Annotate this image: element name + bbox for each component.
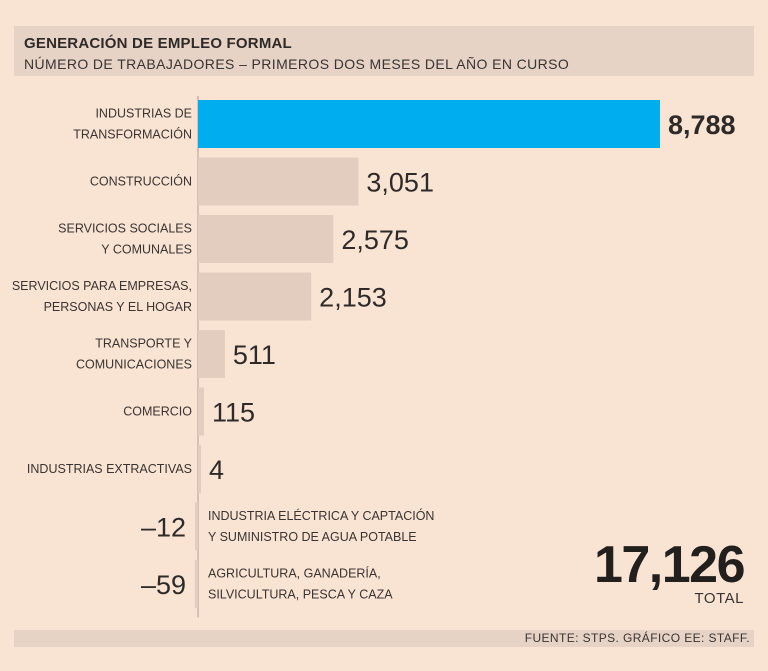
category-label-8: AGRICULTURA, GANADERÍA, SILVICULTURA, PES…: [208, 566, 393, 602]
category-label-5: COMERCIO: [123, 405, 192, 419]
bar-5: [198, 387, 205, 436]
category-label-line: TRANSPORTE Y: [95, 337, 192, 351]
category-label-line: INDUSTRIA ELÉCTRICA Y CAPTACIÓN: [208, 508, 434, 523]
value-label-8: –59: [141, 570, 186, 600]
bar-3: [198, 272, 312, 321]
bar-6: [198, 445, 201, 493]
chart-subtitle: NÚMERO DE TRABAJADORES – PRIMEROS DOS ME…: [24, 56, 570, 72]
category-label-line: SERVICIOS SOCIALES: [58, 222, 192, 236]
category-label-1: CONSTRUCCIÓN: [90, 174, 192, 189]
category-label-line: SERVICIOS PARA EMPRESAS,: [12, 279, 192, 293]
category-label-0: INDUSTRIAS DE TRANSFORMACIÓN: [73, 107, 192, 142]
chart-header: GENERACIÓN DE EMPLEO FORMAL NÚMERO DE TR…: [14, 26, 754, 76]
value-label-6: 4: [209, 455, 224, 485]
bar-0: [198, 100, 660, 148]
value-label-5: 115: [212, 398, 255, 428]
category-label-line: COMERCIO: [123, 405, 192, 419]
category-label-7: INDUSTRIA ELÉCTRICA Y CAPTACIÓN Y SUMINIS…: [208, 508, 434, 544]
category-label-line: Y COMUNALES: [101, 243, 192, 257]
category-label-line: COMUNICACIONES: [76, 358, 192, 372]
category-label-line: PERSONAS Y EL HOGAR: [44, 300, 192, 314]
value-label-0: 8,788: [668, 110, 736, 140]
category-label-line: TRANSFORMACIÓN: [73, 127, 192, 142]
bar-8: [194, 560, 198, 608]
value-label-4: 511: [233, 340, 276, 370]
category-label-line: INDUSTRIAS DE: [95, 107, 192, 121]
category-label-line: Y SUMINISTRO DE AGUA POTABLE: [208, 530, 417, 544]
category-label-line: AGRICULTURA, GANADERÍA,: [208, 566, 381, 581]
value-label-1: 3,051: [366, 168, 434, 198]
value-label-7: –12: [141, 513, 186, 543]
bar-2: [198, 215, 334, 263]
value-label-3: 2,153: [319, 283, 387, 313]
total-value: 17,126: [593, 536, 746, 594]
category-label-line: SILVICULTURA, PESCA Y CAZA: [208, 588, 393, 602]
value-label-2: 2,575: [341, 225, 409, 255]
category-label-line: INDUSTRIAS EXTRACTIVAS: [27, 462, 192, 476]
category-label-6: INDUSTRIAS EXTRACTIVAS: [27, 462, 192, 476]
category-label-3: SERVICIOS PARA EMPRESAS, PERSONAS Y EL HO…: [12, 279, 192, 314]
bar-7: [195, 502, 198, 551]
bar-4: [198, 330, 225, 378]
chart-title: GENERACIÓN DE EMPLEO FORMAL: [24, 35, 292, 52]
total-label: TOTAL: [694, 590, 744, 607]
category-label-2: SERVICIOS SOCIALES Y COMUNALES: [58, 222, 192, 257]
category-label-4: TRANSPORTE Y COMUNICACIONES: [76, 337, 193, 372]
source-note: FUENTE: STPS. GRÁFICO EE: STAFF.: [524, 631, 750, 645]
footer-bar: FUENTE: STPS. GRÁFICO EE: STAFF.: [14, 630, 754, 647]
category-label-line: CONSTRUCCIÓN: [90, 174, 192, 189]
bar-1: [198, 157, 359, 206]
